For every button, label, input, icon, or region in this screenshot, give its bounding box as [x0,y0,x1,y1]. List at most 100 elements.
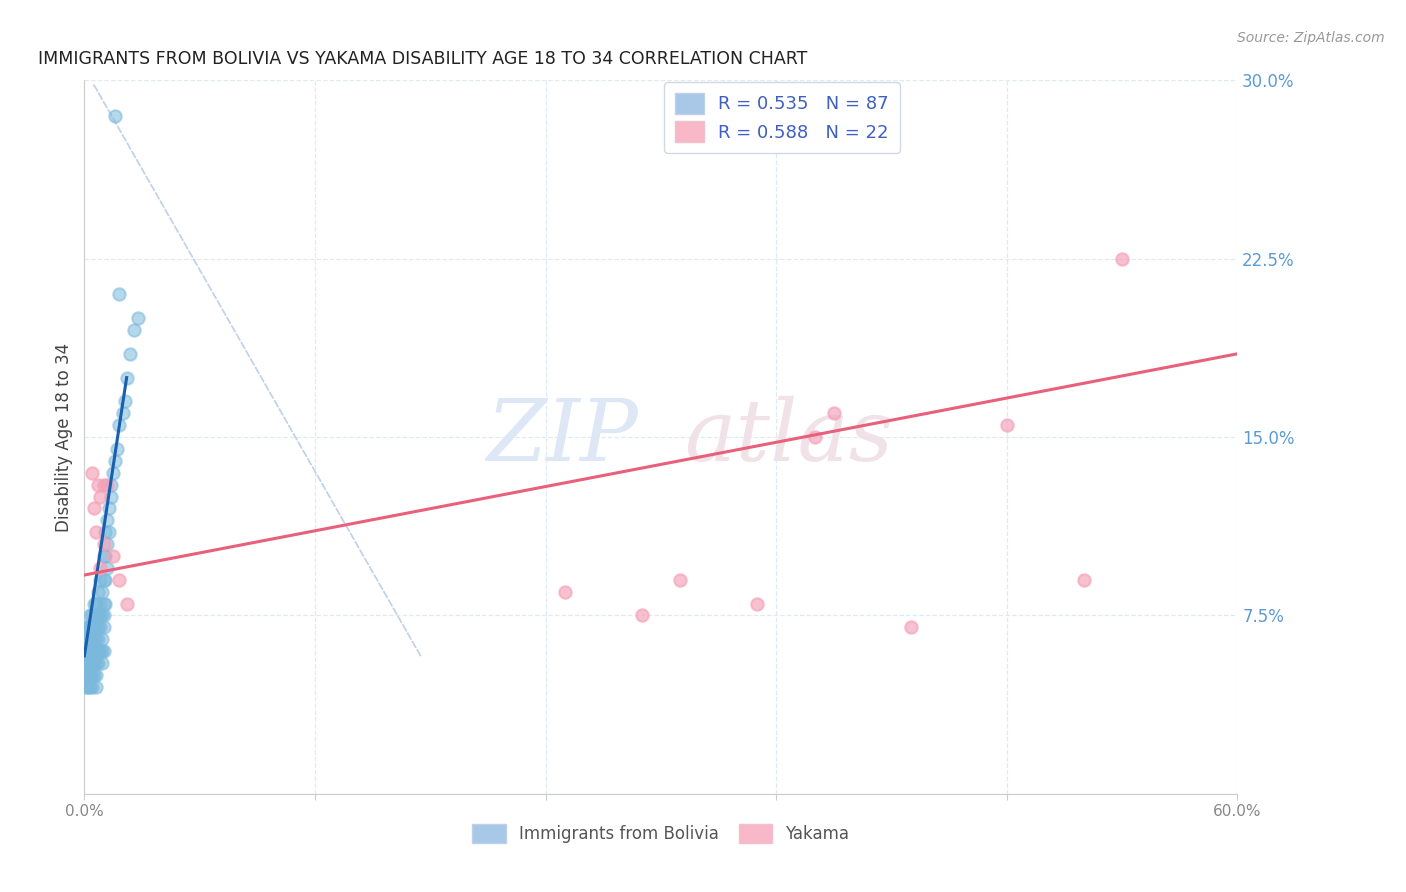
Point [803,430,825,444]
Point [93,608,115,623]
Point [89,608,111,623]
Point [127,311,149,326]
Point [90,584,112,599]
Text: Source: ZipAtlas.com: Source: ZipAtlas.com [1237,31,1385,45]
Point [83,668,105,682]
Point [669,573,692,587]
Point [96,513,118,527]
Point [111,406,134,420]
Point [89,573,111,587]
Point [87,477,110,491]
Point [80,620,103,634]
Point [94,549,117,563]
Point [84,668,107,682]
Point [75,668,97,682]
Point [1111,252,1133,266]
Point [89,644,111,658]
Point [87,620,110,634]
Point [83,644,105,658]
Point [77,620,100,634]
Point [84,525,107,540]
Point [80,466,103,480]
Point [900,620,922,634]
Point [98,501,121,516]
Point [77,656,100,670]
Point [77,668,100,682]
Point [94,525,117,540]
Point [823,406,845,420]
Point [93,549,115,563]
Point [77,680,100,694]
Point [94,573,117,587]
Point [104,109,127,123]
Point [89,561,111,575]
Point [100,477,122,491]
Point [83,620,105,634]
Point [94,597,117,611]
Y-axis label: Disability Age 18 to 34: Disability Age 18 to 34 [55,343,73,532]
Point [115,370,138,384]
Point [79,644,101,658]
Point [745,597,768,611]
Point [108,287,131,301]
Point [75,680,97,694]
Point [108,573,131,587]
Point [96,537,118,551]
Point [80,656,103,670]
Point [80,668,103,682]
Point [93,597,115,611]
Point [75,644,97,658]
Point [105,442,128,456]
Point [93,573,115,587]
Point [79,668,101,682]
Point [83,501,105,516]
Text: atlas: atlas [683,396,893,478]
Point [103,549,124,563]
Point [79,620,101,634]
Point [83,632,105,647]
Point [77,632,100,647]
Point [87,584,110,599]
Point [79,608,101,623]
Point [84,632,107,647]
Point [80,608,103,623]
Point [90,644,112,658]
Point [554,584,576,599]
Point [79,644,101,658]
Point [89,490,111,504]
Point [100,490,122,504]
Point [80,644,103,658]
Point [115,597,138,611]
Point [114,394,136,409]
Legend: Immigrants from Bolivia, Yakama: Immigrants from Bolivia, Yakama [465,817,856,850]
Point [79,680,101,694]
Point [90,608,112,623]
Point [80,680,103,694]
Point [84,597,107,611]
Point [77,644,100,658]
Point [103,466,124,480]
Point [87,608,110,623]
Point [76,632,98,647]
Point [75,656,97,670]
Point [90,632,112,647]
Point [89,597,111,611]
Point [84,620,107,634]
Point [93,477,115,491]
Text: ZIP: ZIP [486,396,638,478]
Point [98,525,121,540]
Point [75,620,97,634]
Point [995,418,1018,433]
Point [79,656,101,670]
Point [89,620,111,634]
Point [84,644,107,658]
Point [120,347,142,361]
Point [83,656,105,670]
Point [80,632,103,647]
Point [87,632,110,647]
Point [104,454,127,468]
Point [93,620,115,634]
Point [96,561,118,575]
Point [90,656,112,670]
Point [96,477,118,491]
